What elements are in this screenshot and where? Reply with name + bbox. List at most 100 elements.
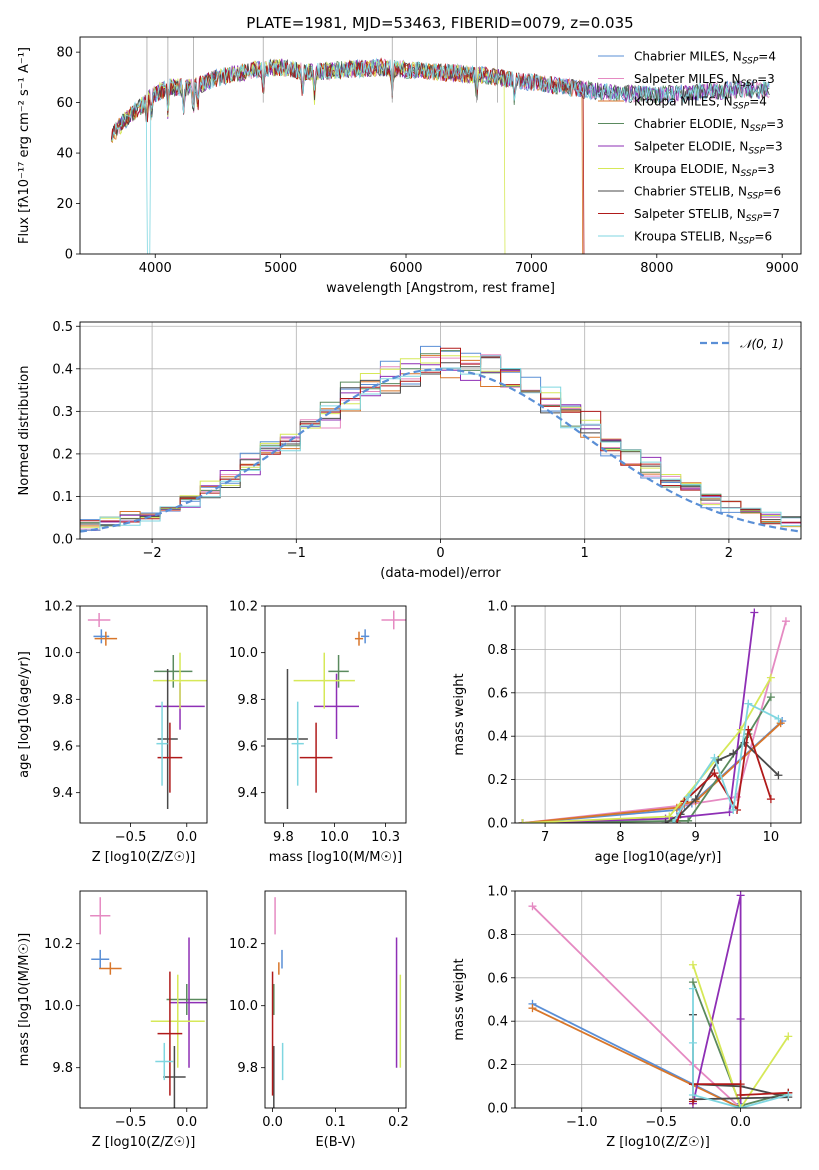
y-tick-label: 10.0 [44, 999, 73, 1014]
axes-frame [264, 890, 407, 1109]
y-tick-label: 0.8 [487, 928, 508, 943]
x-tick-label: 6000 [389, 261, 422, 276]
plus-marker [729, 805, 738, 814]
y-tick-label: 10.2 [44, 937, 73, 952]
y-tick-label: 10.2 [229, 600, 258, 615]
plus-marker [774, 714, 783, 723]
y-tick-label: 0.6 [487, 686, 508, 701]
errorbar-point-salpeter-stelib [157, 971, 183, 1096]
plus-marker [784, 1032, 793, 1041]
x-tick-label: 4000 [139, 261, 172, 276]
errorbar-point-chabrier-miles [93, 629, 110, 644]
legend-sub: SSP [748, 147, 765, 157]
series-kroupa-stelib [688, 984, 793, 1108]
errorbar-point-salpeter-elodie [169, 937, 207, 1068]
y-tick-label: 10.0 [44, 646, 73, 661]
plot-area [518, 608, 790, 823]
y-tick-label: 0.8 [487, 643, 508, 658]
x-tick-label: 0.0 [176, 830, 197, 845]
y-tick-label: 80 [56, 46, 73, 61]
plus-marker [750, 608, 759, 617]
y-tick-label: 0.3 [52, 405, 73, 420]
legend-rest: =6 [764, 185, 782, 199]
x-tick-label: 0.2 [388, 1115, 409, 1130]
y-tick-label: 0.2 [487, 773, 508, 788]
y-tick-label: 0.2 [487, 1058, 508, 1073]
plus-marker [736, 1080, 745, 1089]
y-tick-label: 10.2 [229, 937, 258, 952]
legend-label: 𝒩(0, 1) [740, 337, 784, 351]
errorbar-point-kroupa-elodie [153, 652, 207, 709]
plus-marker [528, 1004, 537, 1013]
legend-name: Kroupa STELIB, N [634, 230, 738, 244]
y-tick-label: 0.0 [52, 533, 73, 548]
chart-age-vs-Z: −0.5 0.0 9.4 9.6 9.8 10.0 10.2 Z [log10(Z/Z☉)] a… [17, 600, 208, 865]
plot-area [271, 897, 402, 1108]
errorbar-point-kroupa-stelib [156, 701, 168, 786]
errorbar-point-salpeter-stelib [299, 722, 333, 793]
plot-area [110, 37, 770, 254]
series-line [672, 702, 779, 823]
chart-weight-vs-Z: −1.0 −0.5 0.0 0.0 0.2 0.4 0.6 0.8 1.0 Z [log10(Z/… [452, 885, 802, 1150]
x-tick-label: 0.0 [176, 1115, 197, 1130]
plus-marker [766, 795, 775, 804]
plus-marker [736, 891, 745, 900]
legend-rest: =6 [754, 230, 772, 244]
series-line [665, 741, 780, 823]
y-axis-label: mass [log10(M/M☉)] [17, 933, 32, 1066]
errorbar-point-chabrier-elodie [166, 984, 207, 1015]
legend-label: Kroupa ELODIE, NSSP=3 [634, 162, 775, 179]
legend-label: Salpeter STELIB, NSSP=7 [634, 207, 780, 224]
axes-frame [79, 321, 802, 540]
series-salpeter-elodie [688, 891, 745, 1108]
legend-sub: SSP [733, 102, 750, 112]
x-tick-label: 10 [763, 830, 780, 845]
plus-marker [688, 1038, 697, 1047]
y-tick-label: 9.8 [237, 1061, 258, 1076]
errorbar-point-salpeter-stelib [157, 722, 183, 793]
x-axis-label: mass [log10(M/M☉)] [269, 850, 402, 865]
legend-name: Chabrier MILES, N [634, 50, 742, 64]
plus-marker [710, 753, 719, 762]
series-kroupa-stelib [669, 699, 783, 823]
x-tick-label: 0.0 [730, 1115, 751, 1130]
plus-marker [766, 693, 775, 702]
plot-area [267, 610, 406, 809]
chart-weight-vs-age: 7 8 9 10 0.0 0.2 0.4 0.6 0.8 1.0 age [log10(age/yr… [452, 600, 802, 865]
errorbar-point-chabrier-miles [361, 629, 370, 644]
plus-marker [744, 699, 753, 708]
legend-label: Kroupa MILES, NSSP=4 [634, 95, 767, 112]
chart-residuals: −2 −1 0 1 2 0.0 0.1 0.2 0.3 0.4 0.5 𝒩(0, 1) (data-mo… [17, 320, 802, 581]
series-salpeter-miles [528, 902, 745, 1108]
errorbar-point-chabrier-miles [91, 949, 110, 969]
plus-marker [710, 769, 719, 778]
x-tick-label: 9000 [766, 261, 799, 276]
errorbar-point-kroupa-elodie [293, 652, 355, 709]
plus-marker [736, 725, 745, 734]
plus-marker [776, 719, 785, 728]
plus-marker [688, 960, 697, 969]
errorbar-point-chabrier-stelib [267, 669, 308, 809]
errorbar-point-kroupa-stelib [291, 701, 304, 786]
series-line [531, 905, 742, 1108]
legend-sub: SSP [746, 214, 763, 224]
y-tick-label: 40 [56, 147, 73, 162]
y-tick-label: 0 [65, 248, 73, 263]
legend-label: Kroupa STELIB, NSSP=6 [634, 230, 772, 247]
x-tick-label: 9 [691, 830, 699, 845]
y-tick-label: 0.0 [487, 817, 508, 832]
plot-area [90, 897, 207, 1108]
errorbar-point-chabrier-stelib [163, 1046, 186, 1108]
x-axis-label: wavelength [Angstrom, rest frame] [326, 281, 555, 296]
legend-label: Chabrier STELIB, NSSP=6 [634, 185, 781, 202]
y-tick-label: 0.4 [487, 730, 508, 745]
errorbar-point-salpeter-miles [87, 613, 111, 627]
errorbar-point-salpeter-miles [90, 897, 111, 935]
series-line [522, 696, 772, 823]
plus-marker [729, 749, 738, 758]
legend-rest: =3 [766, 117, 784, 131]
y-tick-label: 0.5 [52, 320, 73, 335]
y-tick-label: 9.4 [52, 786, 73, 801]
plus-marker [736, 1090, 745, 1099]
